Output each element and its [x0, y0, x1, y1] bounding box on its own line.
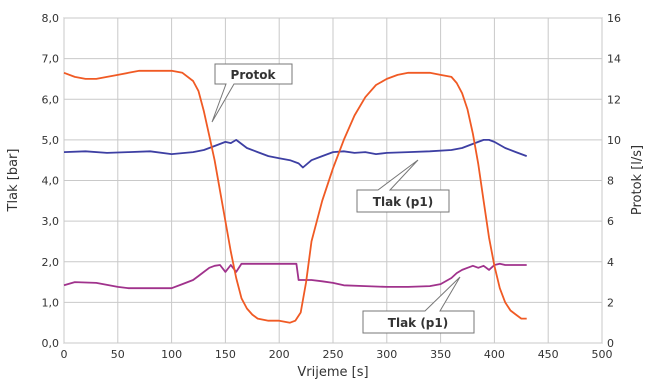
y-right-tick-label: 0 — [607, 337, 614, 350]
x-tick-label: 500 — [592, 348, 613, 361]
y-right-tick-label: 4 — [607, 256, 614, 269]
callout-tlak-p1-lower: Tlak (p1) — [362, 276, 475, 334]
y-left-tick-label: 4,0 — [42, 175, 60, 188]
x-tick-label: 250 — [323, 348, 344, 361]
x-tick-label: 300 — [376, 348, 397, 361]
y-right-tick-label: 6 — [607, 215, 614, 228]
callout-tlak-p1-upper-label: Tlak (p1) — [373, 195, 433, 209]
y-left-tick-labels: 0,0 1,0 2,0 3,0 4,0 5,0 6,0 7,0 8,0 — [42, 12, 60, 350]
y-left-tick-label: 5,0 — [42, 134, 60, 147]
y-right-tick-label: 16 — [607, 12, 621, 25]
y-right-tick-label: 10 — [607, 134, 621, 147]
y-right-tick-labels: 0 2 4 6 8 10 12 14 16 — [607, 12, 621, 350]
x-axis-title: Vrijeme [s] — [297, 365, 368, 380]
y-left-tick-label: 3,0 — [42, 215, 60, 228]
series-line-tlak-p1-lower — [63, 262, 527, 290]
y-left-tick-label: 7,0 — [42, 53, 60, 66]
callout-tlak-p1-lower-label: Tlak (p1) — [388, 316, 448, 330]
y-left-tick-label: 8,0 — [42, 12, 60, 25]
grid-lines — [63, 17, 603, 344]
x-tick-label: 450 — [538, 348, 559, 361]
series-line-tlak-p1-upper — [63, 138, 528, 169]
y-right-axis-title: Protok [l/s] — [630, 145, 645, 215]
y-left-axis-title: Tlak [bar] — [6, 149, 21, 213]
series-line-protok — [63, 69, 527, 324]
x-tick-labels: 0 50 100 150 200 250 300 350 400 450 500 — [61, 348, 613, 361]
y-right-tick-label: 2 — [607, 296, 614, 309]
y-left-tick-label: 0,0 — [42, 337, 60, 350]
callout-protok-label: Protok — [231, 68, 277, 82]
y-right-tick-label: 14 — [607, 53, 621, 66]
series-layer — [63, 69, 528, 324]
y-right-tick-label: 12 — [607, 93, 621, 106]
x-tick-label: 200 — [269, 348, 290, 361]
x-tick-label: 50 — [111, 348, 125, 361]
y-right-tick-label: 8 — [607, 175, 614, 188]
x-tick-label: 350 — [430, 348, 451, 361]
callout-tlak-p1-upper: Tlak (p1) — [356, 159, 450, 213]
x-tick-label: 150 — [215, 348, 236, 361]
y-left-tick-label: 2,0 — [42, 256, 60, 269]
x-tick-label: 0 — [61, 348, 68, 361]
x-tick-label: 400 — [484, 348, 505, 361]
x-tick-label: 100 — [161, 348, 182, 361]
y-left-tick-label: 6,0 — [42, 93, 60, 106]
callout-protok: Protok — [211, 63, 293, 123]
y-left-tick-label: 1,0 — [42, 296, 60, 309]
